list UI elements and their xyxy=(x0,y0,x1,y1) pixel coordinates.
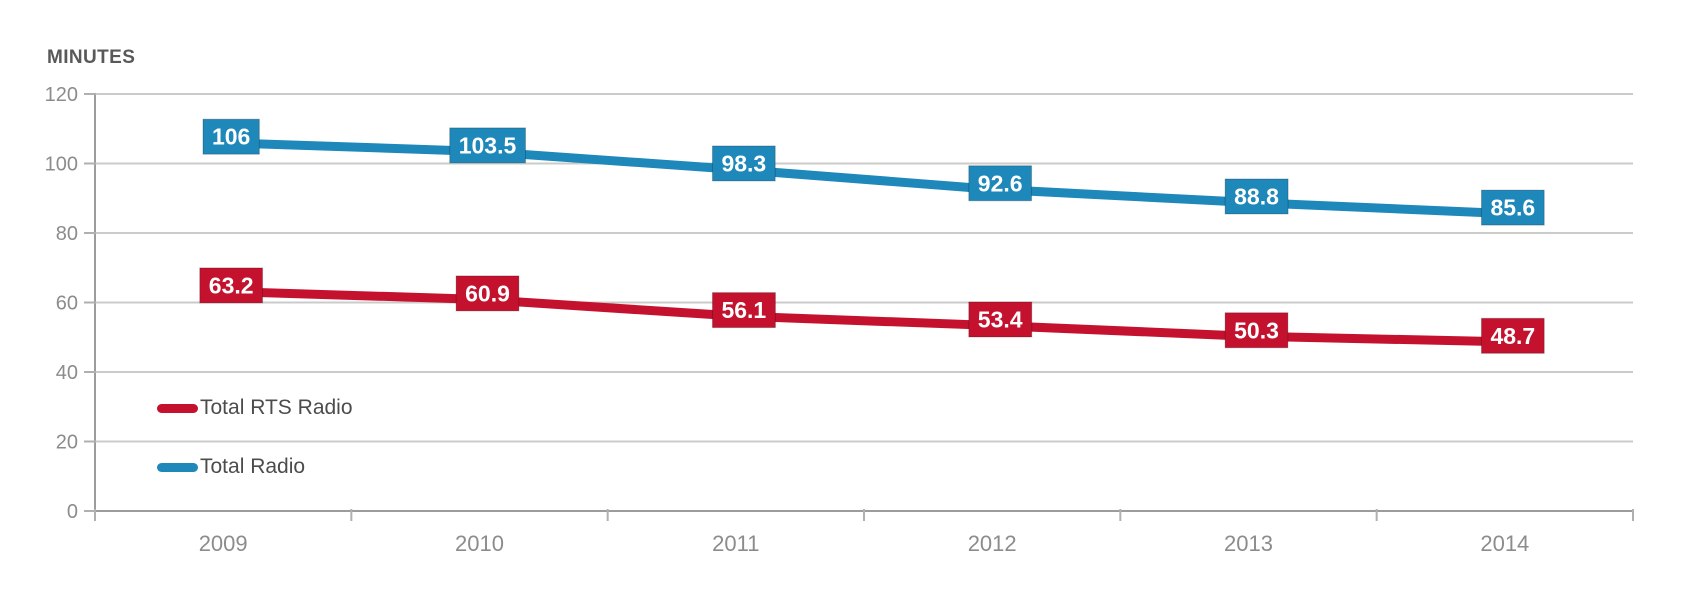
point-label-box-total-rts-radio-2011 xyxy=(711,292,776,329)
y-tick-label: 0 xyxy=(67,501,78,523)
point-label-box-total-radio-2010 xyxy=(449,127,526,164)
x-tick-label-2010: 2010 xyxy=(455,531,504,556)
point-label-box-total-rts-radio-2009 xyxy=(199,267,264,304)
point-label-text-2013: 88.8 xyxy=(1234,183,1279,209)
point-label-text-2011: 56.1 xyxy=(721,297,766,323)
point-label-text-2009: 106 xyxy=(212,124,250,150)
point-label-text-2013: 50.3 xyxy=(1234,317,1279,343)
y-tick-label: 120 xyxy=(45,84,78,106)
point-label-box-total-rts-radio-2013 xyxy=(1224,312,1289,349)
legend-label-total-rts-radio: Total RTS Radio xyxy=(200,396,353,419)
point-label-box-total-radio-2014 xyxy=(1480,189,1545,226)
point-label-text-2009: 63.2 xyxy=(209,272,254,298)
legend-marker-total-radio-icon xyxy=(157,462,198,472)
point-label-box-total-rts-radio-2014 xyxy=(1480,317,1545,354)
series-line-total-rts-radio xyxy=(218,286,1510,347)
point-label-box-total-rts-radio-2012 xyxy=(968,301,1033,338)
chart-legend: Total RTS Radio Total Radio xyxy=(157,394,353,512)
point-label-box-total-radio-2009 xyxy=(202,118,260,155)
legend-marker-total-rts-radio-icon xyxy=(157,403,198,413)
point-label-text-2012: 92.6 xyxy=(978,170,1023,196)
x-tick-label-2011: 2011 xyxy=(712,531,759,556)
y-tick-label: 60 xyxy=(56,293,78,315)
y-tick-label: 80 xyxy=(56,223,78,245)
point-label-box-total-radio-2013 xyxy=(1224,178,1289,215)
series-line-total-radio xyxy=(218,138,1510,219)
point-label-text-2014: 85.6 xyxy=(1490,195,1535,221)
point-label-box-total-radio-2012 xyxy=(968,165,1033,202)
y-tick-label: 100 xyxy=(45,154,78,176)
point-label-box-total-rts-radio-2010 xyxy=(455,275,520,312)
x-tick-label-2009: 2009 xyxy=(199,531,248,556)
x-tick-label-2012: 2012 xyxy=(968,531,1017,556)
point-label-text-2010: 103.5 xyxy=(459,132,517,158)
point-label-text-2014: 48.7 xyxy=(1490,323,1535,349)
point-label-text-2012: 53.4 xyxy=(978,306,1023,332)
x-tick-label-2013: 2013 xyxy=(1224,531,1273,556)
point-label-text-2010: 60.9 xyxy=(465,280,510,306)
point-label-text-2011: 98.3 xyxy=(721,150,766,176)
x-tick-label-2014: 2014 xyxy=(1480,531,1529,556)
y-tick-label: 20 xyxy=(56,432,78,454)
y-tick-label: 40 xyxy=(56,362,78,384)
legend-item-total-rts-radio: Total RTS Radio xyxy=(157,394,353,422)
y-axis-title: MINUTES xyxy=(47,47,136,68)
point-label-box-total-radio-2011 xyxy=(711,145,776,182)
legend-item-total-radio: Total Radio xyxy=(157,453,353,481)
legend-label-total-radio: Total Radio xyxy=(200,455,306,478)
